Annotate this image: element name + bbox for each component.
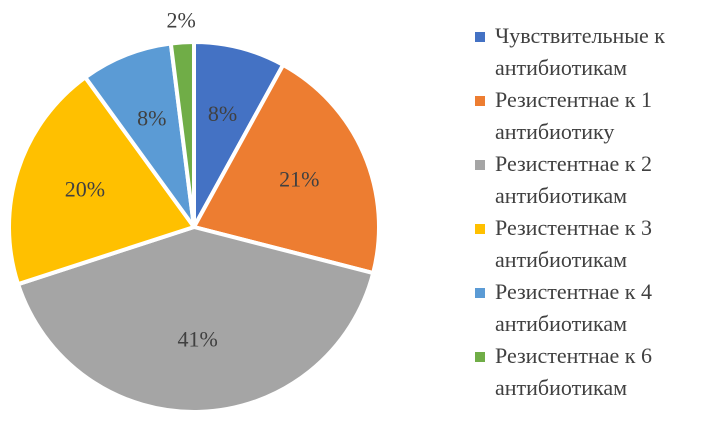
- pie-slice: [15, 224, 376, 414]
- chart: 8% 21% 41% 20% 8% 2%: [7, 7, 381, 414]
- legend-swatch: [475, 288, 485, 298]
- legend-swatch: [475, 352, 485, 362]
- legend-swatch: [475, 224, 485, 234]
- data-label: 8%: [137, 105, 166, 130]
- data-label: 20%: [65, 177, 105, 202]
- legend-item: Резистентнае к 4 антибиотикам: [475, 276, 724, 340]
- legend-item: Резистентнае к 1 антибиотику: [475, 84, 724, 148]
- pie-slice: [168, 39, 196, 228]
- legend-swatch: [475, 160, 485, 170]
- legend-item: Резистентнае к 6 антибиотикам: [475, 340, 724, 404]
- data-label: 8%: [208, 101, 237, 126]
- legend-label: Резистентнае к 6 антибиотикам: [495, 343, 652, 400]
- legend-swatch: [475, 32, 485, 42]
- legend-label: Резистентнае к 3 антибиотикам: [495, 215, 652, 272]
- legend-label: Резистентнае к 4 антибиотикам: [495, 279, 652, 336]
- legend-swatch: [475, 96, 485, 106]
- data-label: 41%: [177, 327, 217, 352]
- legend-item: Резистентнае к 3 антибиотикам: [475, 212, 724, 276]
- data-label: 21%: [279, 166, 319, 191]
- pie-slice: [191, 62, 381, 276]
- legend-label: Резистентнае к 1 антибиотику: [495, 87, 652, 144]
- pie-slice: [7, 74, 198, 287]
- legend-label: Резистентнае к 2 антибиотикам: [495, 151, 652, 208]
- legend-item: Резистентнае к 2 антибиотикам: [475, 148, 724, 212]
- data-label: 2%: [166, 7, 195, 32]
- legend-item: Чувствительные к антибиотикам: [475, 20, 724, 84]
- legend-label: Чувствительные к антибиотикам: [495, 23, 665, 80]
- legend: Чувствительные к антибиотикам Резистентна…: [475, 20, 724, 404]
